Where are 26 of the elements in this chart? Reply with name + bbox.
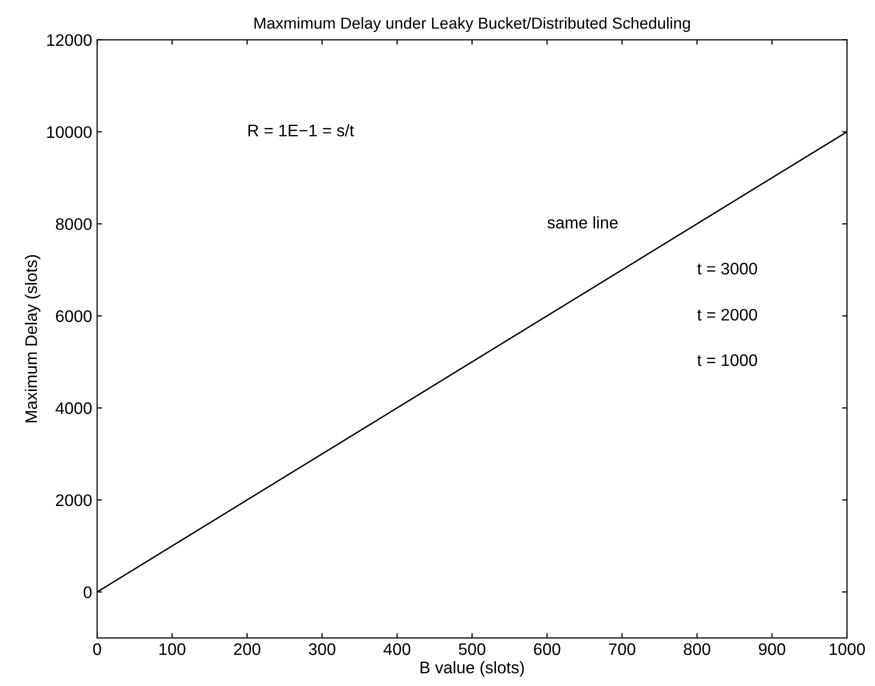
annotation: R = 1E−1 = s/t (248, 124, 354, 136)
annotation: t = 3000 (697, 262, 758, 275)
chart-title: Maxmimum Delay under Leaky Bucket/Distributed Scheduling (254, 17, 690, 32)
annotation: t = 2000 (697, 308, 758, 321)
x-tick-label: 800 (684, 643, 710, 656)
y-tick-label: 10000 (47, 126, 92, 138)
x-tick-label: 500 (458, 643, 486, 656)
x-tick-label: 600 (534, 643, 560, 656)
y-tick-label: 0 (84, 586, 92, 598)
x-tick-label: 100 (159, 643, 186, 656)
x-tick-label: 300 (308, 643, 336, 656)
x-tick-label: 0 (93, 643, 102, 656)
x-tick-label: 200 (234, 643, 260, 656)
y-tick-label: 12000 (47, 34, 92, 46)
y-tick-label: 4000 (56, 402, 92, 414)
x-tick-label: 400 (384, 643, 410, 656)
y-tick-label: 6000 (56, 310, 92, 322)
y-tick-label: 2000 (56, 494, 92, 506)
annotation: same line (548, 216, 618, 229)
x-tick-label: 1000 (830, 643, 865, 656)
annotation: t = 1000 (697, 354, 758, 366)
x-tick-label: 700 (608, 643, 636, 656)
x-axis-title: B value (slots) (420, 661, 524, 677)
y-axis-title: Maximum Delay (slots) (24, 255, 40, 422)
y-tick-label: 8000 (56, 218, 92, 230)
x-tick-label: 900 (758, 643, 786, 656)
